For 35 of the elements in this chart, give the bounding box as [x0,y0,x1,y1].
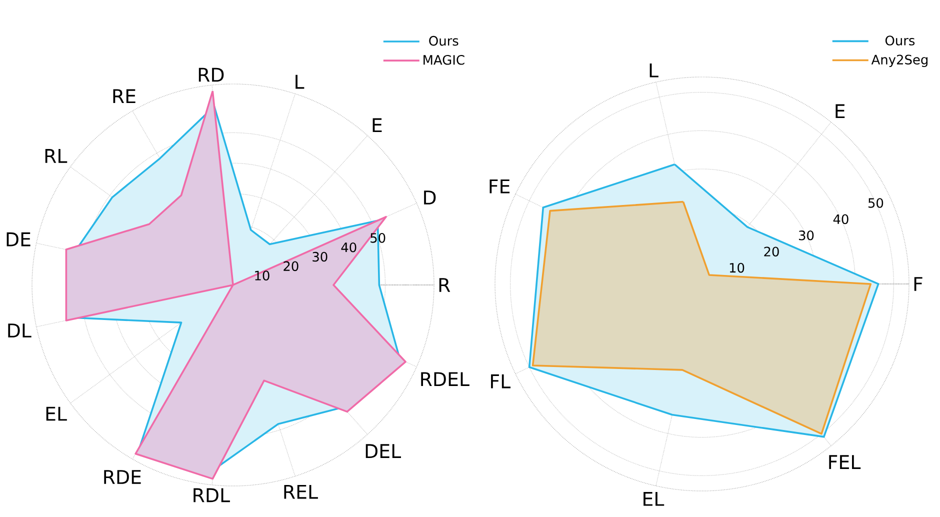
spoke-label: RE [113,89,136,104]
y-tick-label: 50 [868,198,884,208]
spoke-label: EL [644,492,664,506]
spoke-label: FE [490,179,510,194]
legend-label: Ours [429,36,458,46]
spoke-label: DEL [366,444,401,458]
spoke-label: REL [284,484,318,499]
spoke-label: L [296,74,304,89]
y-tick-label: 30 [312,252,328,262]
spoke-label: E [836,104,845,118]
y-tick-label: 30 [798,230,814,240]
legend-label: Ours [885,36,915,46]
spoke-label: L [650,63,658,78]
legend-label: Any2Seg [871,54,928,68]
spoke-label: DL [8,324,32,338]
y-tick-label: 20 [764,246,779,256]
spoke-label: D [424,190,436,204]
y-tick-label: 10 [255,270,270,280]
y-tick-label: 10 [730,262,744,273]
spoke-label: DE [6,232,30,246]
y-tick-label: 20 [284,261,298,272]
spoke-label: RDEL [421,372,470,386]
spoke-label: E [372,118,382,132]
legend-label: MAGIC [424,55,464,65]
spoke-label: FL [491,374,510,388]
spoke-label: FEL [829,455,861,469]
y-tick-label: 40 [341,242,356,252]
spoke-label: R [439,278,450,292]
spoke-label: RDE [104,470,141,484]
y-tick-label: 40 [833,214,848,224]
spoke-label: EL [46,406,67,421]
spoke-label: RL [45,149,68,163]
spoke-label: RD [198,68,224,82]
spoke-label: RDL [194,488,230,502]
spoke-label: F [914,277,922,291]
